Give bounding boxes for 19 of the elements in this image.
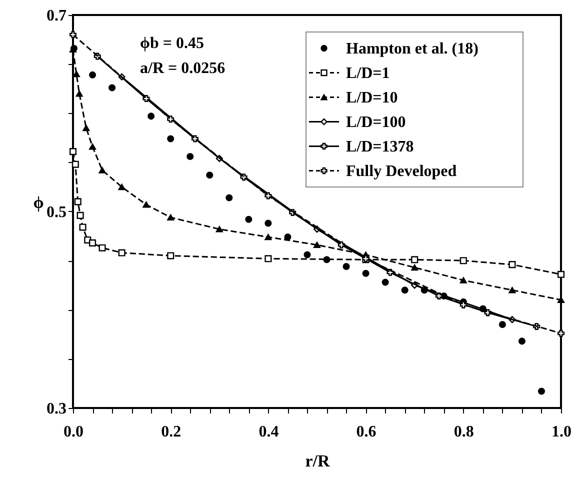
legend-label: L/D=1: [346, 64, 390, 82]
x-tick-label: 0.6: [356, 424, 376, 440]
legend-label: Hampton et al. (18): [346, 40, 478, 58]
annotation: ϕb = 0.45: [140, 35, 204, 52]
x-tick-label: 0.0: [64, 424, 84, 440]
x-tick-label: 0.8: [454, 424, 474, 440]
legend-label: Fully Developed: [346, 162, 457, 180]
legend-label: L/D=100: [346, 114, 406, 131]
x-axis-title: r/R: [305, 452, 330, 470]
y-tick-label: 0.3: [46, 400, 66, 418]
y-axis-title: ϕ: [33, 193, 44, 212]
annotation: a/R = 0.0256: [140, 60, 226, 77]
x-tick-label: 1.0: [552, 424, 572, 440]
x-tick-label: 0.4: [258, 424, 279, 440]
y-tick-label: 0.5: [46, 204, 66, 221]
legend-label: L/D=10: [346, 89, 398, 106]
y-tick-label: 0.7: [46, 8, 66, 24]
legend-label: L/D=1378: [346, 138, 414, 156]
x-tick-label: 0.2: [161, 424, 182, 440]
